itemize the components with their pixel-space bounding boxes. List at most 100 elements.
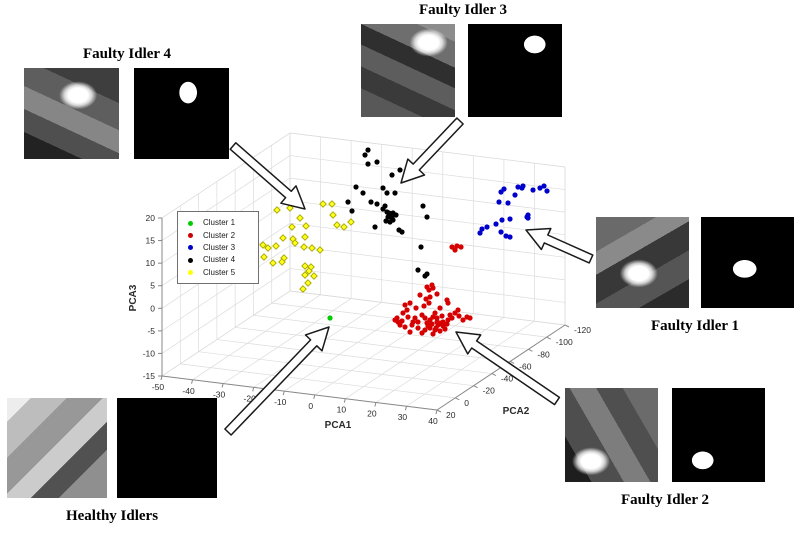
scatter-point-cluster-4 [372, 224, 378, 230]
scatter-point-cluster-5 [296, 214, 304, 222]
svg-text:30: 30 [398, 412, 408, 422]
segmentation-mask-faulty-idler-4 [134, 68, 229, 159]
svg-text:-100: -100 [556, 337, 573, 347]
scatter-point-cluster-2 [413, 305, 419, 311]
scatter-point-cluster-2 [410, 319, 416, 325]
svg-text:-20: -20 [244, 393, 257, 403]
scatter-point-cluster-5 [340, 223, 348, 231]
segmentation-mask-faulty-idler-1 [701, 217, 794, 308]
svg-text:0: 0 [308, 401, 313, 411]
scatter-point-cluster-2 [415, 319, 421, 325]
legend-marker-icon [188, 233, 193, 239]
scatter-point-cluster-3 [530, 187, 536, 193]
scatter-point-cluster-3 [501, 186, 507, 192]
scatter-point-cluster-5 [301, 262, 309, 270]
scatter-point-cluster-4 [365, 147, 371, 153]
scatter-point-cluster-3 [505, 200, 511, 206]
svg-text:-15: -15 [143, 371, 156, 381]
scatter-point-cluster-3 [479, 226, 485, 232]
scatter-point-cluster-5 [310, 272, 318, 280]
scatter-point-cluster-5 [272, 242, 280, 250]
scatter-point-cluster-3 [477, 230, 483, 236]
svg-text:0: 0 [150, 303, 155, 313]
scatter-point-cluster-3 [507, 234, 513, 240]
scatter-point-cluster-3 [525, 212, 531, 218]
scatter-point-cluster-3 [537, 185, 543, 191]
scatter-point-cluster-2 [444, 321, 450, 327]
scatter-point-cluster-2 [467, 315, 473, 321]
scatter-point-cluster-4 [384, 190, 390, 196]
scatter-point-cluster-4 [418, 244, 424, 250]
scatter-point-cluster-2 [430, 331, 436, 337]
scatter-point-cluster-2 [422, 315, 428, 321]
scatter-point-cluster-2 [445, 317, 451, 323]
scatter-point-cluster-5 [302, 222, 310, 230]
thermal-image-faulty-idler-4 [24, 68, 119, 159]
scatter-point-cluster-5 [300, 243, 308, 251]
segmentation-mask-faulty-idler-3 [468, 24, 562, 117]
scatter-point-cluster-4 [385, 214, 391, 220]
group-label: Faulty Idler 3 [418, 2, 508, 18]
scatter-point-cluster-2 [460, 317, 466, 323]
axes-grid [161, 132, 566, 411]
svg-text:-5: -5 [147, 326, 155, 336]
svg-text:20: 20 [367, 408, 377, 418]
scatter-point-cluster-2 [439, 313, 445, 319]
group-faulty-idler-3: Faulty Idler 3 [361, 1, 565, 117]
thermal-image-faulty-idler-3 [361, 24, 455, 117]
scatter-point-cluster-2 [452, 247, 458, 253]
scatter-point-cluster-5 [286, 204, 294, 212]
legend-marker-icon [188, 257, 193, 263]
scatter-point-cluster-5 [273, 206, 281, 214]
scatter-point-cluster-2 [440, 323, 446, 329]
svg-text:40: 40 [428, 416, 438, 426]
group-faulty-idler-1: Faulty Idler 1 [596, 217, 794, 335]
scatter-point-cluster-4 [380, 206, 386, 212]
scatter-point-cluster-4 [387, 219, 393, 225]
svg-text:-40: -40 [501, 374, 514, 384]
svg-text:-30: -30 [213, 390, 226, 400]
scatter-point-cluster-2 [399, 318, 405, 324]
scatter-point-cluster-3 [515, 184, 521, 190]
scatter-point-cluster-4 [424, 214, 430, 220]
annotation-arrows [224, 117, 594, 436]
legend-label: Cluster 3 [203, 242, 236, 252]
scatter-point-cluster-2 [402, 324, 408, 330]
scatter-point-cluster-2 [432, 310, 438, 316]
scatter-point-cluster-4 [349, 208, 355, 214]
scatter-point-cluster-3 [507, 216, 513, 222]
scatter-point-cluster-2 [434, 291, 440, 297]
scatter-point-cluster-5 [288, 223, 296, 231]
scatter-point-cluster-2 [426, 300, 432, 306]
svg-text:PCA2: PCA2 [503, 406, 530, 417]
scatter-point-cluster-5 [328, 200, 336, 208]
scatter-point-cluster-2 [440, 319, 446, 325]
group-label: Faulty Idler 1 [650, 318, 740, 334]
scatter-point-cluster-5 [264, 244, 272, 252]
scatter-point-cluster-4 [415, 267, 421, 273]
scatter-point-cluster-5 [299, 285, 307, 293]
scatter-point-cluster-2 [402, 302, 408, 308]
scatter-point-cluster-5 [301, 233, 309, 241]
scatter-point-cluster-2 [430, 285, 436, 291]
group-label: Healthy Idlers [65, 508, 159, 524]
scatter-point-cluster-2 [412, 315, 418, 321]
scatter-point-cluster-4 [374, 201, 380, 207]
segmentation-mask-faulty-idler-2 [672, 388, 765, 482]
scatter-point-cluster-3 [496, 199, 502, 205]
legend-label: Cluster 2 [203, 230, 236, 240]
svg-text:10: 10 [146, 258, 156, 268]
scatter-point-cluster-4 [345, 199, 351, 205]
scatter-point-cluster-2 [400, 310, 406, 316]
scatter-point-cluster-2 [405, 314, 411, 320]
scatter-point-cluster-2 [426, 287, 432, 293]
scatter-point-cluster-4 [392, 190, 398, 196]
arrow-healthy-idlers-to-cluster1-icon [224, 326, 330, 436]
scatter-point-cluster-4 [399, 229, 405, 235]
scatter-point-cluster-4 [424, 271, 430, 277]
legend-label: Cluster 1 [203, 218, 236, 228]
scatter-point-cluster-3 [512, 192, 518, 198]
scatter-point-cluster-2 [430, 314, 436, 320]
